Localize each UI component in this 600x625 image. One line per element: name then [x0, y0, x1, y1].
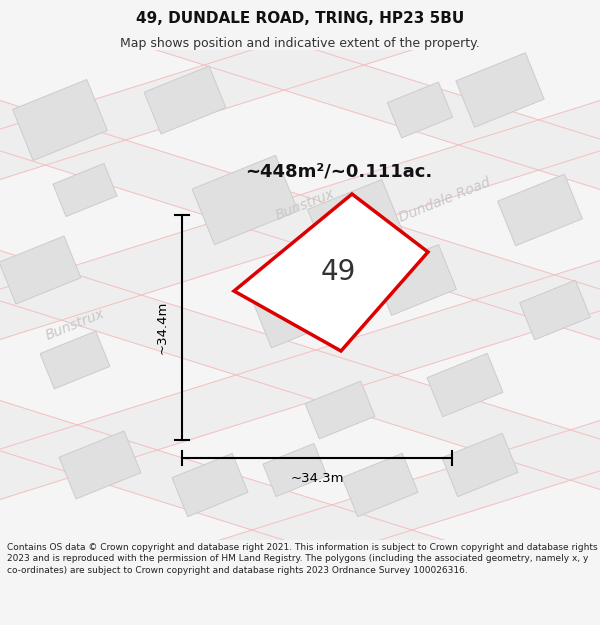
Polygon shape	[0, 247, 600, 513]
Text: 49: 49	[321, 258, 356, 286]
Polygon shape	[442, 433, 518, 497]
Polygon shape	[305, 381, 375, 439]
Polygon shape	[0, 0, 600, 203]
Polygon shape	[0, 407, 600, 625]
Polygon shape	[0, 567, 600, 625]
Polygon shape	[0, 0, 600, 53]
Text: Bunstrux: Bunstrux	[43, 307, 107, 343]
Polygon shape	[0, 236, 81, 304]
Polygon shape	[0, 387, 600, 625]
Polygon shape	[59, 431, 141, 499]
Polygon shape	[342, 453, 418, 517]
Text: ~448m²/~0.111ac.: ~448m²/~0.111ac.	[245, 163, 432, 181]
Polygon shape	[0, 87, 600, 353]
Text: Dundale Road: Dundale Road	[397, 175, 493, 225]
Polygon shape	[308, 179, 403, 261]
Polygon shape	[40, 331, 110, 389]
Polygon shape	[13, 79, 107, 161]
Polygon shape	[53, 164, 117, 216]
Text: Bunstrux: Bunstrux	[274, 187, 337, 223]
Polygon shape	[0, 0, 600, 193]
Text: ~34.3m: ~34.3m	[290, 471, 344, 484]
Polygon shape	[144, 66, 226, 134]
Polygon shape	[0, 237, 600, 503]
Text: Contains OS data © Crown copyright and database right 2021. This information is : Contains OS data © Crown copyright and d…	[7, 542, 598, 575]
Polygon shape	[520, 280, 590, 340]
Text: 49, DUNDALE ROAD, TRING, HP23 5BU: 49, DUNDALE ROAD, TRING, HP23 5BU	[136, 11, 464, 26]
Text: ~34.4m: ~34.4m	[155, 301, 169, 354]
Polygon shape	[192, 156, 298, 244]
Polygon shape	[0, 87, 600, 353]
Polygon shape	[263, 444, 327, 496]
Polygon shape	[427, 353, 503, 417]
Polygon shape	[497, 174, 583, 246]
Polygon shape	[456, 52, 544, 127]
Polygon shape	[172, 453, 248, 517]
Polygon shape	[234, 194, 428, 351]
Text: Map shows position and indicative extent of the property.: Map shows position and indicative extent…	[120, 37, 480, 50]
Polygon shape	[388, 82, 452, 138]
Polygon shape	[250, 262, 350, 348]
Polygon shape	[374, 244, 457, 316]
